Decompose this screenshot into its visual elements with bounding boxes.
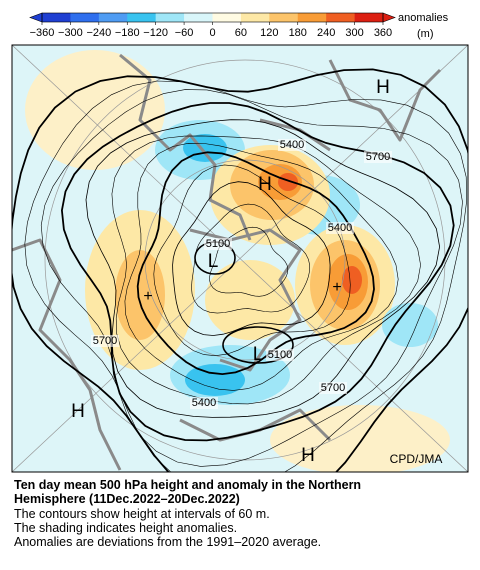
- contour-label-bg: [364, 151, 392, 163]
- colorbar-end: [29, 12, 43, 23]
- high-marker: H: [258, 174, 272, 195]
- map: H H H H L L + +5400 5700 5100 5400 5700 5100 5400 5700…: [12, 45, 468, 472]
- center-sign: +: [143, 288, 152, 305]
- contour-label-bg: [319, 382, 347, 394]
- caption-title-line: Hemisphere (11Dec.2022–20Dec.2022): [14, 492, 240, 506]
- high-marker: H: [301, 445, 315, 466]
- colorbar-tick-label: −120: [143, 27, 168, 39]
- contour-label-bg: [204, 238, 232, 250]
- colorbar-segment: [127, 13, 156, 22]
- colorbar-tick-label: 180: [289, 27, 307, 39]
- contour-line: [24, 80, 468, 472]
- contour-line: [191, 203, 311, 314]
- colorbar-segment: [42, 13, 71, 22]
- colorbar-segment: [98, 13, 128, 22]
- center-sign: +: [332, 279, 341, 296]
- high-marker: H: [376, 77, 390, 98]
- contour-label: 5400: [280, 139, 304, 151]
- contour-label-bg: [91, 335, 119, 347]
- colorbar-tick-label: −360: [30, 27, 55, 39]
- colorbar-tick-label: 0: [209, 27, 215, 39]
- contour-label-bg: [190, 397, 218, 409]
- graticule: [12, 45, 468, 472]
- caption-title: Ten day mean 500 hPa height and anomaly …: [14, 478, 361, 506]
- caption-line: The contours show height at intervals of…: [14, 507, 270, 521]
- contour-line: [12, 68, 468, 472]
- colorbar-tick-label: 240: [317, 27, 335, 39]
- colorbar-tick-label: −180: [115, 27, 140, 39]
- colorbar-segment: [212, 13, 242, 22]
- contour-line: [153, 164, 351, 357]
- caption-line: Anomalies are deviations from the 1991–2…: [14, 535, 322, 549]
- credit: CPD/JMA: [390, 452, 443, 466]
- contour-label: 5100: [206, 238, 230, 250]
- colorbar-segment: [297, 13, 327, 22]
- colorbar-tick-label: −240: [86, 27, 111, 39]
- colorbar-tick-label: 120: [260, 27, 278, 39]
- map-frame: [11, 44, 469, 473]
- colorbar-tick-label: 360: [374, 27, 392, 39]
- map-figure: −360 −300 −240 −180 −120 −60 0 60 120 180 240 300 36…: [11, 12, 469, 473]
- contour-label-bg: [326, 222, 354, 234]
- contour-line: [222, 326, 294, 364]
- contour-label-bg: [278, 139, 306, 151]
- contour-line: [60, 102, 455, 442]
- contour-label: 5700: [93, 335, 117, 347]
- caption-notes: The contours show height at intervals of…: [14, 507, 321, 549]
- colorbar-segment: [354, 13, 384, 22]
- colorbar-tick-label: 60: [235, 27, 247, 39]
- colorbar: −360 −300 −240 −180 −120 −60 0 60 120 180 240 300 36…: [29, 12, 396, 39]
- colorbar-segment: [155, 13, 185, 22]
- contour-line: [111, 135, 421, 405]
- contour-line: [209, 226, 289, 297]
- map-labels: H H H H L L + +5400 5700 5100 5400 5700 5100 5400 5700…: [71, 77, 442, 466]
- colorbar-tick-label: 300: [345, 27, 363, 39]
- colorbar-segment: [269, 13, 299, 22]
- colorbar-segment: [240, 13, 270, 22]
- low-marker: L: [208, 251, 219, 272]
- contour-label: 5100: [268, 349, 292, 361]
- colorbar-label: anomalies: [398, 12, 449, 24]
- contour-label: 5400: [192, 397, 216, 409]
- contour-line: [172, 181, 331, 336]
- colorbar-segment: [326, 13, 355, 22]
- contour-label: 5700: [366, 151, 390, 163]
- contour-label-bg: [266, 349, 294, 361]
- caption-line: The shading indicates height anomalies.: [14, 521, 238, 535]
- contour-line: [136, 151, 375, 376]
- contour-line: [40, 89, 463, 467]
- colorbar-segment: [70, 13, 100, 22]
- colorbar-unit: (m): [417, 28, 434, 40]
- colorbar-end: [382, 12, 396, 23]
- contour-line: [124, 142, 399, 391]
- caption-title-line: Ten day mean 500 hPa height and anomaly …: [14, 478, 362, 492]
- colorbar-segment: [184, 13, 213, 22]
- height-contours: [12, 68, 468, 472]
- colorbar-tick-label: −300: [58, 27, 83, 39]
- contour-label: 5400: [328, 222, 352, 234]
- high-marker: H: [71, 401, 85, 422]
- low-marker: L: [253, 344, 264, 365]
- colorbar-tick-label: −60: [175, 27, 194, 39]
- contour-label: 5700: [321, 382, 345, 394]
